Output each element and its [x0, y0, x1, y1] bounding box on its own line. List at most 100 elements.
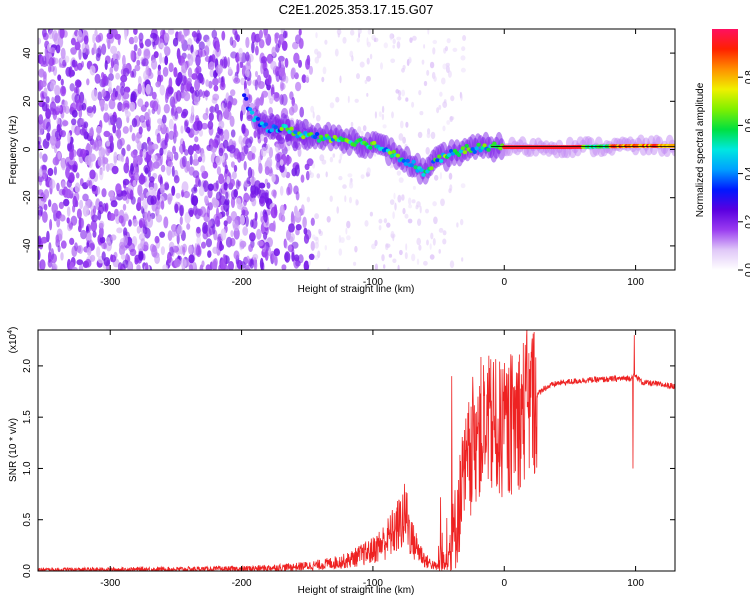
spectrogram-noise-cell — [140, 193, 145, 201]
spectrogram-noise-cell — [118, 241, 125, 249]
spectrogram-noise-cell — [225, 110, 232, 121]
spectrogram-noise-cell — [89, 169, 96, 180]
spectrogram-noise-cell — [38, 209, 43, 216]
spectrogram-noise-cell — [133, 44, 138, 52]
spectrogram-noise-cell — [318, 228, 322, 234]
spectrogram-noise-cell — [187, 145, 194, 156]
spectrogram-noise-cell — [129, 101, 136, 112]
spectrogram-noise-cell — [439, 172, 442, 180]
spectrogram-noise-cell — [162, 66, 169, 77]
spectrogram-noise-cell — [134, 64, 141, 72]
spectrogram-noise-cell — [160, 42, 165, 49]
spectrogram-noise-cell — [212, 260, 218, 270]
spectrogram-noise-cell — [135, 134, 140, 144]
spectrogram-noise-cell — [96, 246, 101, 258]
spectrogram-noise-cell — [39, 259, 46, 270]
spectrogram-noise-cell — [308, 253, 315, 260]
spectrogram-noise-cell — [298, 59, 302, 68]
spectrogram-noise-cell — [146, 215, 154, 228]
spectrogram-noise-cell — [110, 57, 114, 69]
spectrogram-noise-cell — [120, 253, 126, 260]
spectrogram-noise-cell — [300, 204, 305, 216]
spectrogram-ridge-cell — [429, 166, 434, 171]
snr-ytick-label: 1.5 — [22, 410, 33, 424]
spectrogram-noise-cell — [137, 83, 142, 95]
spectrogram-noise-cell — [116, 227, 123, 234]
spectrogram-noise-cell — [436, 107, 440, 114]
spectrogram-noise-cell — [402, 64, 406, 70]
spectrogram-noise-cell — [312, 163, 316, 169]
chart-title: C2E1.2025.353.17.15.G07 — [279, 2, 434, 17]
spectrogram-noise-cell — [462, 35, 467, 41]
spectrogram-ridge-cell — [314, 132, 320, 136]
spectrogram-noise-cell — [205, 238, 212, 248]
spectrogram-noise-cell — [198, 89, 203, 98]
spectrogram-noise-cell — [232, 219, 239, 229]
spectrogram-noise-cell — [71, 109, 78, 118]
spectrogram-noise-cell — [308, 65, 313, 75]
spectrogram-noise-cell — [396, 36, 402, 41]
spectrogram-noise-cell — [163, 103, 170, 114]
spectrogram-noise-cell — [211, 197, 217, 206]
spectrogram-noise-cell — [57, 245, 61, 253]
spectrogram-noise-cell — [262, 213, 267, 221]
spectrogram-noise-cell — [305, 75, 310, 83]
spectrogram-noise-cell — [74, 41, 81, 51]
spectrogram-noise-cell — [412, 35, 417, 41]
spectrogram-noise-cell — [130, 50, 135, 61]
spectrogram-noise-cell — [275, 162, 281, 171]
spectrogram-noise-cell — [55, 105, 62, 112]
spectrogram-noise-cell — [178, 54, 182, 64]
spectrogram-noise-cell — [314, 241, 319, 249]
snr-xtick-label: 100 — [627, 578, 644, 589]
spectrogram-noise-cell — [164, 91, 169, 104]
spectrogram-noise-cell — [76, 29, 83, 41]
spectrogram-noise-cell — [452, 47, 458, 53]
spectrogram-noise-cell — [194, 136, 199, 143]
spectrogram-noise-cell — [208, 220, 212, 228]
spectrogram-noise-cell — [218, 147, 224, 157]
spectrogram-noise-cell — [130, 91, 137, 103]
spectrogram-noise-cell — [433, 76, 437, 82]
spectrogram-noise-cell — [167, 196, 172, 205]
spectrogram-noise-cell — [201, 153, 206, 163]
spectrogram-noise-cell — [405, 243, 408, 251]
spectrogram-noise-cell — [281, 264, 287, 270]
spectrogram-noise-cell — [426, 239, 429, 246]
spectrogram-noise-cell — [287, 182, 293, 195]
spectrogram-noise-cell — [369, 211, 373, 217]
spectrogram-noise-cell — [374, 111, 377, 119]
spectrogram-noise-cell — [229, 237, 236, 247]
spectrogram-noise-cell — [98, 201, 103, 208]
spectrogram-noise-cell — [254, 211, 258, 221]
spectrogram-noise-cell — [146, 195, 154, 206]
spectrogram-noise-cell — [57, 151, 61, 160]
spectrogram-noise-cell — [416, 201, 421, 208]
spectrogram-noise-cell — [120, 154, 125, 163]
spectrogram-noise-cell — [197, 47, 203, 58]
spectrogram-noise-cell — [433, 216, 438, 225]
spectrogram-noise-cell — [251, 197, 257, 207]
spectrogram-noise-cell — [250, 219, 254, 228]
spectrogram-noise-cell — [126, 115, 130, 124]
spectrogram-noise-cell — [102, 202, 107, 212]
spectrogram-noise-cell — [329, 102, 335, 109]
spectrogram-noise-cell — [381, 113, 385, 121]
spectrogram-noise-cell — [397, 194, 402, 203]
spectrogram-noise-cell — [99, 226, 104, 238]
spectrogram-noise-cell — [445, 62, 450, 67]
spectrogram-noise-cell — [160, 29, 165, 38]
spectrogram-ridge-cell — [472, 150, 477, 154]
spectrogram-noise-cell — [38, 124, 44, 136]
spectrogram-noise-cell — [165, 132, 169, 143]
spectrogram-noise-cell — [408, 204, 412, 209]
spectrogram-noise-cell — [301, 74, 307, 83]
spectrogram-noise-cell — [460, 93, 463, 102]
spectrogram-noise-cell — [244, 68, 250, 78]
spectrogram-noise-cell — [432, 39, 438, 45]
spectrogram-noise-cell — [423, 80, 428, 87]
spectrogram-noise-cell — [265, 74, 272, 86]
spectrogram-noise-cell — [58, 201, 64, 210]
spectrogram-noise-cell — [149, 176, 155, 183]
spectrogram-noise-cell — [49, 81, 57, 92]
